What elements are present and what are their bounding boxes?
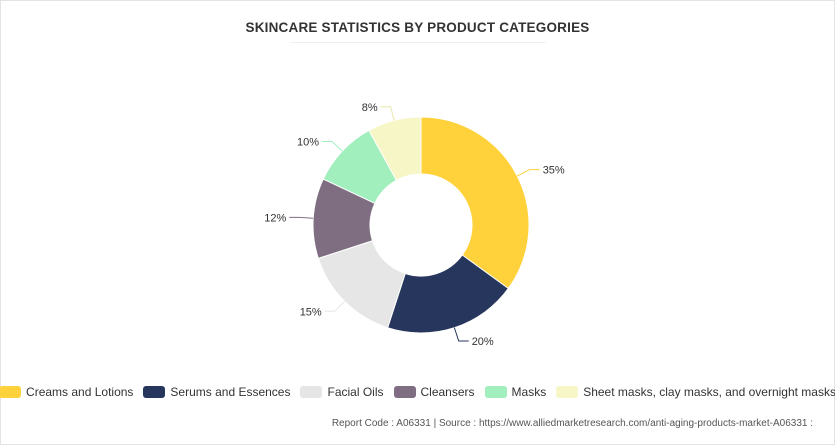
chart-title: SKINCARE STATISTICS BY PRODUCT CATEGORIE… <box>245 20 590 35</box>
legend-swatch <box>300 386 323 398</box>
leader-line-cleansers <box>289 216 314 219</box>
legend-swatch <box>143 386 166 398</box>
legend-label: Creams and Lotions <box>26 385 134 399</box>
leader-line-creams-and-lotions <box>517 169 540 177</box>
legend-label: Cleansers <box>420 385 475 399</box>
legend-label: Facial Oils <box>327 385 384 399</box>
legend-swatch <box>484 386 507 398</box>
data-label-sheet-masks: 8% <box>362 102 378 114</box>
legend-item-creams-and-lotions[interactable]: Creams and Lotions <box>0 385 133 399</box>
data-label-cleansers: 12% <box>264 212 286 224</box>
legend-swatch <box>393 386 416 398</box>
legend-item-sheet-masks[interactable]: Sheet masks, clay masks, and overnight m… <box>556 385 835 399</box>
legend-item-cleansers[interactable]: Cleansers <box>393 385 475 399</box>
legend-label: Masks <box>511 385 547 399</box>
legend-label: Serums and Essences <box>170 385 291 399</box>
slice-sheet-masks[interactable] <box>368 116 422 181</box>
data-label-serums-and-essences: 20% <box>472 336 494 348</box>
donut-chart: 35% 20% 15% 12% 10% 8% <box>264 102 565 348</box>
leader-line-serums-and-essences <box>453 327 469 342</box>
slice-creams-and-lotions[interactable] <box>420 116 530 290</box>
legend-swatch <box>556 386 579 398</box>
slice-serums-and-essences[interactable] <box>386 254 510 334</box>
leader-line-masks <box>322 140 343 152</box>
data-label-facial-oils: 15% <box>300 306 322 318</box>
legend-item-facial-oils[interactable]: Facial Oils <box>300 385 384 399</box>
data-label-masks: 10% <box>297 136 319 148</box>
legend: Creams and Lotions Serums and Essences F… <box>0 385 835 399</box>
source-footer: Report Code : A06331 | Source : https://… <box>331 418 813 429</box>
legend-item-serums-and-essences[interactable]: Serums and Essences <box>143 385 290 399</box>
title-underline <box>290 42 546 43</box>
legend-item-masks[interactable]: Masks <box>484 385 547 399</box>
legend-label: Sheet masks, clay masks, and overnight m… <box>583 385 835 399</box>
data-label-creams-and-lotions: 35% <box>543 165 565 177</box>
legend-swatch <box>0 386 22 398</box>
leader-line-facial-oils <box>324 301 345 312</box>
leader-line-sheet-masks <box>380 106 395 121</box>
